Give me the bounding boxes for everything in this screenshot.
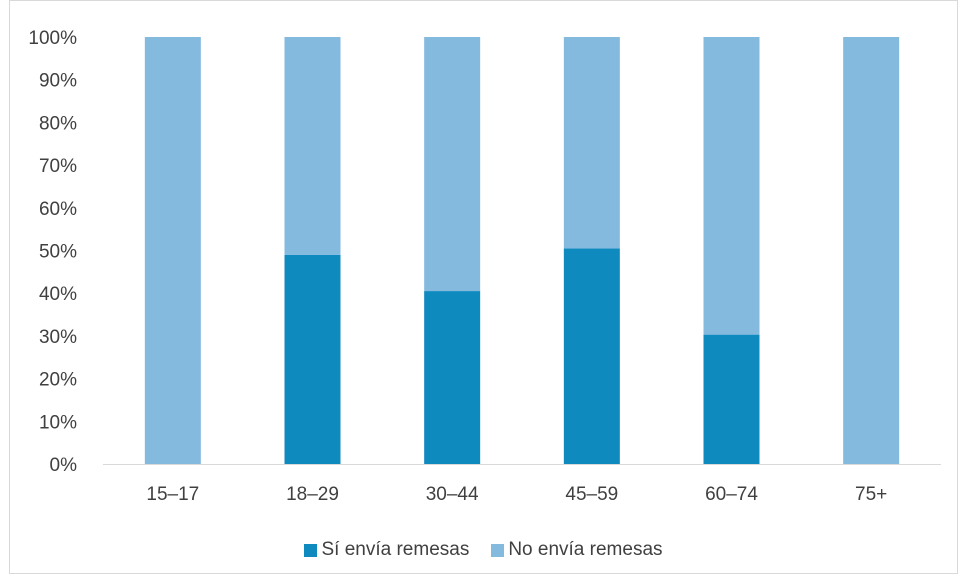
bar-si-2 <box>424 291 481 464</box>
legend-swatch-no <box>491 543 505 557</box>
y-tick-label: 0% <box>50 455 78 476</box>
bar-si-4 <box>703 334 760 464</box>
bar-si-3 <box>563 248 620 464</box>
y-tick-label: 30% <box>39 327 77 348</box>
x-tick-label: 75+ <box>855 484 887 505</box>
y-tick-label: 80% <box>39 113 77 134</box>
legend-label-si: Sí envía remesas <box>321 539 470 560</box>
y-tick-label: 40% <box>39 284 77 305</box>
bar-no-0 <box>144 37 201 464</box>
bar-si-1 <box>284 254 341 464</box>
bar-no-2 <box>424 37 481 292</box>
y-tick-label: 70% <box>39 156 77 177</box>
x-tick-label: 60–74 <box>705 484 758 505</box>
x-tick-label: 15–17 <box>146 484 199 505</box>
x-tick-label: 30–44 <box>426 484 479 505</box>
legend-label-no: No envía remesas <box>508 539 663 560</box>
chart-frame: 0% 10% 20% 30% 40% 50% 60% 70% 80% 90% 100% 15–17 18… <box>9 0 958 574</box>
y-tick-label: 100% <box>28 28 77 49</box>
legend-item-si: Sí envía remesas <box>304 539 469 561</box>
x-tick-label: 45–59 <box>565 484 618 505</box>
y-tick-label: 50% <box>39 242 77 263</box>
y-tick-label: 10% <box>39 412 77 433</box>
plot-area: 0% 10% 20% 30% 40% 50% 60% 70% 80% 90% 100% 15–17 18… <box>28 28 941 505</box>
legend-item-no: No envía remesas <box>491 539 663 561</box>
y-tick-label: 20% <box>39 370 77 391</box>
y-tick-label: 90% <box>39 71 77 92</box>
legend-swatch-si <box>304 543 318 557</box>
y-tick-label: 60% <box>39 199 77 220</box>
bar-no-3 <box>563 37 620 249</box>
x-tick-label: 18–29 <box>286 484 339 505</box>
bar-no-5 <box>843 37 900 464</box>
legend: Sí envía remesas No envía remesas <box>10 539 957 561</box>
bar-no-4 <box>703 37 760 335</box>
bar-no-1 <box>284 37 341 255</box>
